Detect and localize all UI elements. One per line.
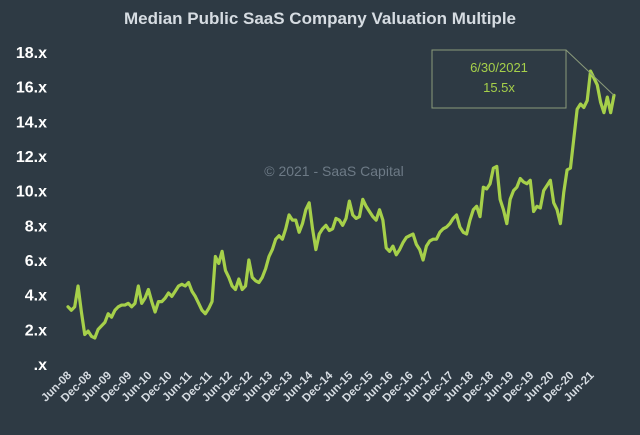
chart-title: Median Public SaaS Company Valuation Mul… bbox=[124, 9, 516, 28]
watermark-text: © 2021 - SaaS Capital bbox=[264, 163, 404, 179]
y-tick-label: 12.x bbox=[16, 149, 47, 166]
y-tick-label: .x bbox=[34, 357, 47, 374]
y-tick-label: 16.x bbox=[16, 80, 47, 97]
y-tick-label: 4.x bbox=[25, 288, 47, 305]
y-tick-label: 10.x bbox=[16, 184, 47, 201]
x-axis: Jun-08Dec-08Jun-09Dec-09Jun-10Dec-10Jun-… bbox=[39, 369, 597, 405]
annotation-date: 6/30/2021 bbox=[470, 60, 528, 75]
y-tick-label: 8.x bbox=[25, 218, 47, 235]
y-tick-label: 18.x bbox=[16, 45, 47, 62]
annotation-value: 15.5x bbox=[483, 80, 515, 95]
annotation-box bbox=[431, 49, 567, 109]
y-tick-label: 2.x bbox=[25, 322, 47, 339]
y-tick-label: 6.x bbox=[25, 253, 47, 270]
annotation-leader-line bbox=[565, 49, 615, 96]
y-tick-label: 14.x bbox=[16, 114, 47, 131]
y-axis: .x 2.x 4.x 6.x 8.x 10.x 12.x 14.x 16.x 18.x bbox=[16, 45, 47, 374]
series-line bbox=[66, 69, 616, 340]
